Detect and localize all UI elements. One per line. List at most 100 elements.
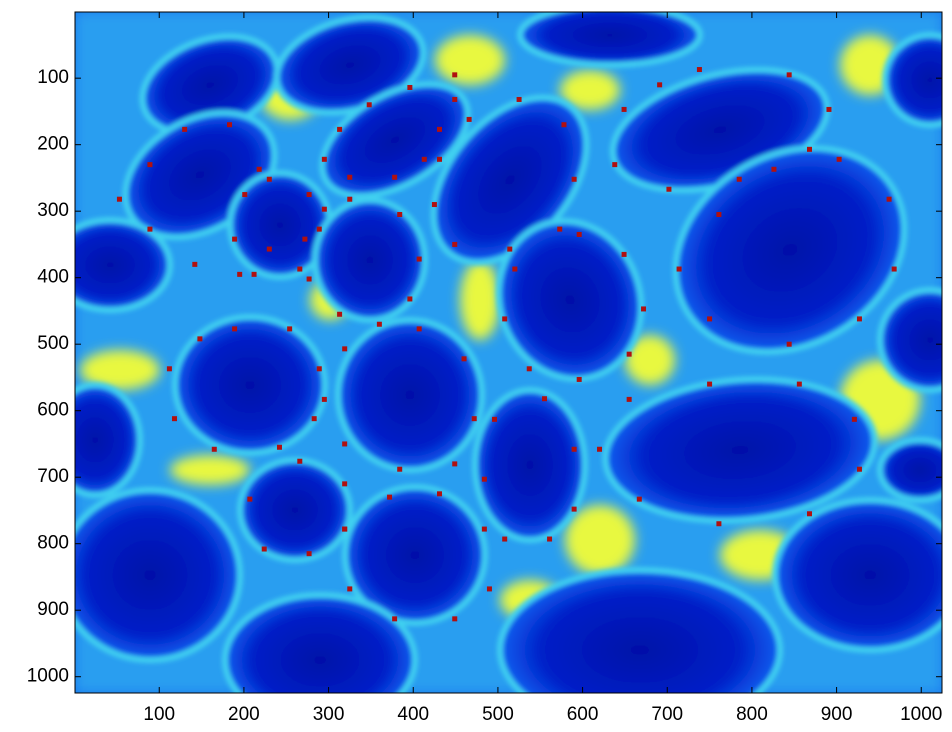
contour-point: [277, 445, 282, 450]
contour-point: [707, 316, 712, 321]
contour-point: [322, 157, 327, 162]
contour-point: [392, 175, 397, 180]
contour-point: [232, 326, 237, 331]
contour-point: [472, 416, 477, 421]
contour-point: [342, 346, 347, 351]
contour-point: [452, 242, 457, 247]
contour-point: [267, 177, 272, 182]
contour-point: [622, 252, 627, 257]
y-tick-label: 300: [37, 200, 69, 221]
contour-point: [422, 157, 427, 162]
contour-point: [597, 447, 602, 452]
contour-point: [407, 85, 412, 90]
y-tick-label: 1000: [27, 666, 69, 687]
contour-point: [797, 382, 802, 387]
contour-point: [542, 396, 547, 401]
contour-point: [572, 507, 577, 512]
contour-point: [147, 162, 152, 167]
contour-point: [677, 267, 682, 272]
contour-point: [317, 227, 322, 232]
contour-point: [197, 336, 202, 341]
contour-point: [262, 547, 267, 552]
contour-point: [547, 537, 552, 542]
contour-point: [417, 257, 422, 262]
contour-point: [227, 122, 232, 127]
contour-point: [247, 497, 252, 502]
contour-point: [367, 102, 372, 107]
y-tick-label: 900: [37, 599, 69, 620]
x-tick-label: 500: [482, 704, 514, 725]
contour-point: [172, 416, 177, 421]
x-tick-label: 600: [567, 704, 599, 725]
contour-point: [252, 272, 257, 277]
y-tick-label: 400: [37, 267, 69, 288]
contour-point: [852, 417, 857, 422]
y-tick-label: 600: [37, 400, 69, 421]
contour-point: [787, 72, 792, 77]
contour-point: [432, 202, 437, 207]
contour-point: [257, 167, 262, 172]
contour-point: [452, 97, 457, 102]
y-tick-label: 100: [37, 67, 69, 88]
contour-point: [666, 187, 671, 192]
contour-point: [561, 122, 566, 127]
contour-point: [397, 212, 402, 217]
x-tick-label: 900: [821, 704, 853, 725]
contour-point: [307, 277, 312, 282]
y-tick-label: 700: [37, 466, 69, 487]
x-tick-label: 800: [736, 704, 768, 725]
contour-point: [462, 356, 467, 361]
contour-point: [572, 177, 577, 182]
contour-point: [397, 467, 402, 472]
contour-point: [342, 481, 347, 486]
contour-point: [826, 107, 831, 112]
contour-point: [182, 127, 187, 132]
contour-point: [707, 382, 712, 387]
contour-point: [212, 447, 217, 452]
contour-point: [612, 162, 617, 167]
contour-point: [807, 147, 812, 152]
contour-point: [437, 157, 442, 162]
contour-point: [322, 397, 327, 402]
contour-point: [627, 352, 632, 357]
contour-point: [482, 477, 487, 482]
contour-point: [467, 117, 472, 122]
contour-point: [502, 537, 507, 542]
contour-point: [242, 192, 247, 197]
contour-point: [317, 366, 322, 371]
contour-point: [577, 232, 582, 237]
contour-point: [627, 397, 632, 402]
contour-point: [192, 262, 197, 267]
contour-point: [297, 267, 302, 272]
contour-point: [232, 237, 237, 242]
contour-point: [502, 316, 507, 321]
contour-point: [482, 527, 487, 532]
x-tick-label: 200: [228, 704, 260, 725]
y-tick-label: 200: [37, 134, 69, 155]
x-tick-label: 1000: [900, 704, 942, 725]
contour-point: [657, 82, 662, 87]
contour-point: [837, 157, 842, 162]
contour-point: [347, 175, 352, 180]
contour-point: [892, 267, 897, 272]
contour-point: [437, 491, 442, 496]
contour-point: [347, 586, 352, 591]
contour-point: [622, 107, 627, 112]
contour-point: [237, 272, 242, 277]
contour-point: [437, 127, 442, 132]
contour-point: [507, 247, 512, 252]
contour-point: [492, 417, 497, 422]
contour-point: [307, 192, 312, 197]
contour-point: [417, 326, 422, 331]
contour-point: [452, 461, 457, 466]
contour-point: [147, 227, 152, 232]
x-tick-label: 100: [143, 704, 175, 725]
y-tick-label: 800: [37, 533, 69, 554]
contour-point: [452, 72, 457, 77]
contour-point: [787, 342, 792, 347]
contour-point: [887, 197, 892, 202]
contour-point: [716, 521, 721, 526]
contour-point: [407, 296, 412, 301]
contour-point: [771, 167, 776, 172]
chart: 1002003004005006007008009001000100200300…: [0, 0, 952, 732]
